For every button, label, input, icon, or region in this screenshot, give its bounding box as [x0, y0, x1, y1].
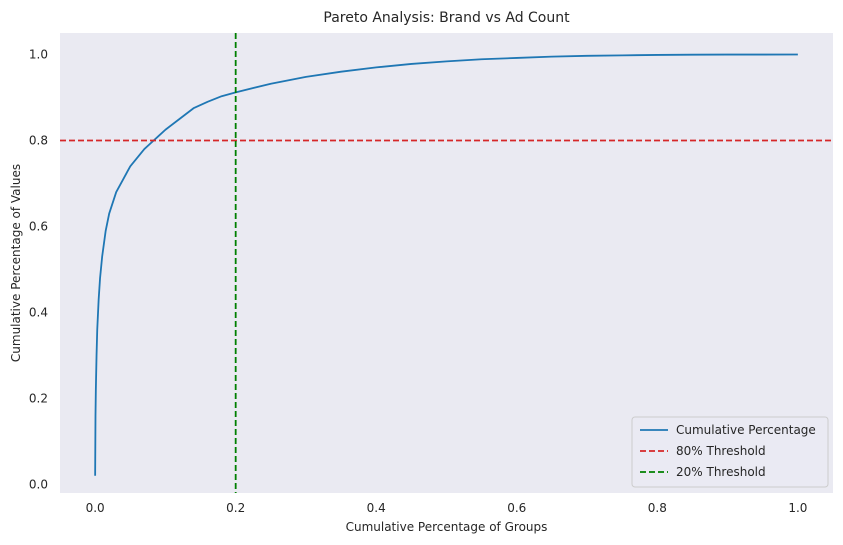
- x-tick-label: 0.0: [86, 501, 105, 515]
- y-axis-ticks: 0.0 0.2 0.4 0.6 0.8 1.0: [29, 47, 48, 491]
- x-tick-label: 1.0: [788, 501, 807, 515]
- y-tick-label: 0.4: [29, 305, 48, 319]
- plot-background: [60, 33, 833, 493]
- x-axis-ticks: 0.0 0.2 0.4 0.6 0.8 1.0: [86, 501, 808, 515]
- x-tick-label: 0.4: [367, 501, 386, 515]
- legend-label: 80% Threshold: [676, 444, 766, 458]
- x-axis-title: Cumulative Percentage of Groups: [346, 520, 548, 534]
- series-layer: [60, 33, 833, 493]
- y-tick-label: 0.0: [29, 477, 48, 491]
- chart-title: Pareto Analysis: Brand vs Ad Count: [323, 10, 570, 26]
- y-tick-label: 0.6: [29, 219, 48, 233]
- legend-label: Cumulative Percentage: [676, 423, 816, 437]
- legend-box: [631, 416, 829, 488]
- y-tick-label: 0.2: [29, 391, 48, 405]
- legend-label: 20% Threshold: [676, 465, 766, 479]
- cumulative-percentage-line: [94, 53, 798, 476]
- x-tick-label: 0.8: [648, 501, 667, 515]
- y-axis-title: Cumulative Percentage of Values: [9, 164, 23, 362]
- x-tick-label: 0.2: [226, 501, 245, 515]
- y-tick-label: 1.0: [29, 47, 48, 61]
- legend: Cumulative Percentage 80% Threshold 20% Th…: [631, 416, 829, 488]
- x-tick-label: 0.6: [507, 501, 526, 515]
- y-tick-label: 0.8: [29, 133, 48, 147]
